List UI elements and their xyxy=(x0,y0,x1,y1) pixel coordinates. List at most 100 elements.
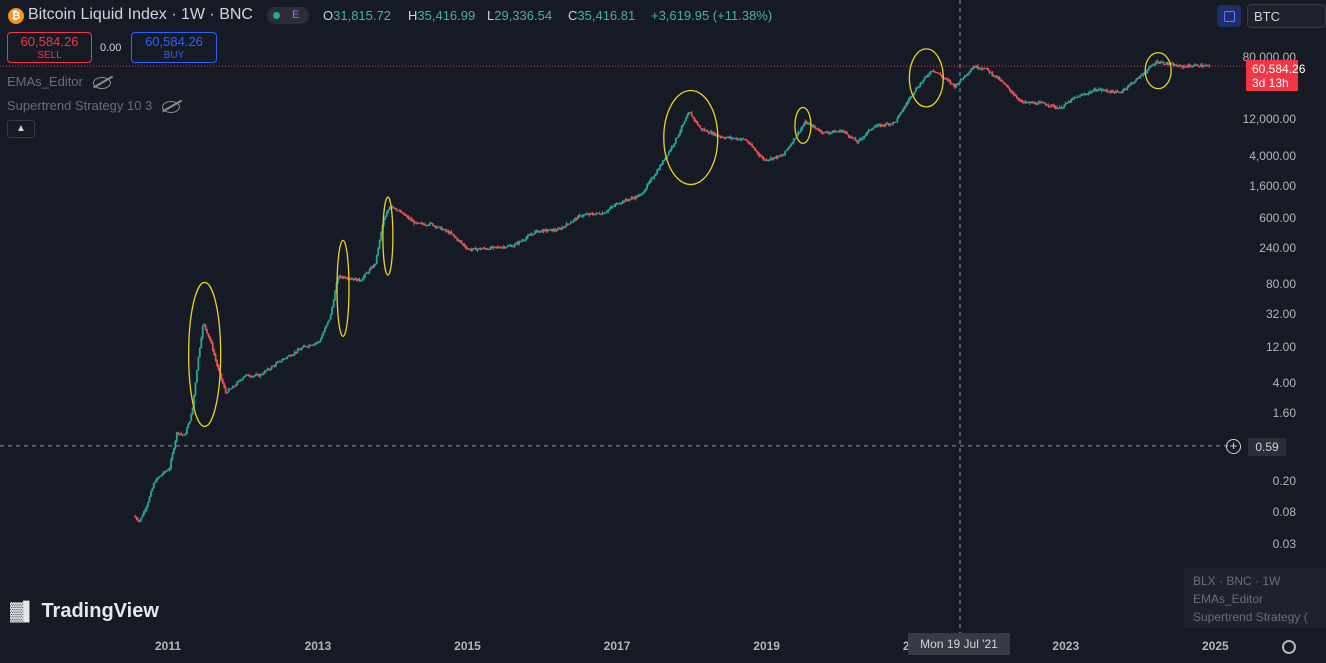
candle-body xyxy=(926,75,929,77)
candle-body xyxy=(246,374,249,376)
buy-price: 60,584.26 xyxy=(145,34,203,49)
candle-body xyxy=(1038,102,1041,104)
compare-button[interactable] xyxy=(1217,5,1241,27)
candle-body xyxy=(955,83,958,88)
price-tick-label: 12,000.00 xyxy=(1242,112,1296,127)
candle-body xyxy=(437,226,440,228)
candle-body xyxy=(651,177,654,179)
candle-body xyxy=(1074,97,1077,99)
candle-body xyxy=(529,234,532,236)
candle-body xyxy=(263,371,266,374)
indicator-supertrend[interactable]: Supertrend Strategy 10 3 xyxy=(7,98,181,113)
candle-body xyxy=(1129,83,1132,85)
candle-body xyxy=(830,132,833,134)
settings-gear-icon[interactable] xyxy=(1282,640,1296,654)
candle-body xyxy=(384,216,387,221)
add-plus-icon[interactable]: + xyxy=(1226,439,1241,454)
candle-body xyxy=(1063,104,1066,108)
hidden-eye-icon[interactable] xyxy=(162,100,181,113)
candle-body xyxy=(807,123,810,125)
candle-body xyxy=(161,474,164,476)
candle-body xyxy=(190,414,193,421)
buy-button[interactable]: 60,584.26 BUY xyxy=(131,32,217,63)
candle-body xyxy=(354,278,357,280)
candle-body xyxy=(949,81,952,84)
candle-body xyxy=(395,209,398,211)
candle-body xyxy=(231,386,234,389)
candle-body xyxy=(1201,64,1204,67)
candle-body xyxy=(643,191,646,194)
candle-body xyxy=(1081,94,1084,96)
tradingview-logo[interactable]: ▓▌ TradingView xyxy=(10,600,159,623)
candle-body xyxy=(1198,66,1201,68)
candle-body xyxy=(1115,91,1117,94)
candle-body xyxy=(460,241,463,244)
price-tick-label: 4,000.00 xyxy=(1249,148,1296,163)
candle-body xyxy=(1168,64,1171,66)
candle-body xyxy=(840,130,843,133)
candle-body xyxy=(247,374,250,377)
symbol-title[interactable]: Bitcoin Liquid Index · 1W · BNC xyxy=(28,6,253,23)
candle-body xyxy=(201,325,204,338)
candle-body xyxy=(496,246,499,248)
candle-body xyxy=(982,68,985,70)
candle-body xyxy=(1191,66,1194,68)
candle-body xyxy=(564,226,567,228)
candle-body xyxy=(997,77,999,79)
candle-body xyxy=(420,223,423,225)
candle-body xyxy=(154,481,157,484)
candle-body xyxy=(1025,102,1028,104)
sell-button[interactable]: 60,584.26 SELL xyxy=(7,32,92,63)
legend-line: Supertrend Strategy ( xyxy=(1193,610,1308,624)
candle-body xyxy=(236,381,239,386)
candle-body xyxy=(772,157,775,160)
candle-body xyxy=(257,374,260,377)
hidden-eye-icon[interactable] xyxy=(92,76,111,89)
candle-body xyxy=(1156,61,1159,63)
candle-body xyxy=(680,126,683,132)
current-price-value: 60,584.26 xyxy=(1252,62,1306,76)
candle-body xyxy=(718,135,720,137)
candle-body xyxy=(811,125,814,127)
candle-body xyxy=(308,344,311,347)
candle-body xyxy=(662,160,664,165)
candle-body xyxy=(1064,102,1067,105)
candle-body xyxy=(470,249,473,251)
candle-body xyxy=(229,388,231,390)
candle-body xyxy=(453,234,456,237)
candle-body xyxy=(1186,64,1189,68)
collapse-indicators-button[interactable]: ▲ xyxy=(7,120,35,138)
candle-body xyxy=(1172,63,1175,67)
candle-body xyxy=(708,132,710,134)
candle-body xyxy=(482,247,485,249)
current-price-tag: 60,584.26 3d 13h xyxy=(1246,60,1306,91)
candle-body xyxy=(657,169,660,171)
candle-body xyxy=(1174,64,1176,67)
indicator-emas-editor[interactable]: EMAs_Editor xyxy=(7,74,111,89)
candle-body xyxy=(469,249,472,251)
candle-body xyxy=(956,83,959,85)
exchange-status-badge[interactable]: E xyxy=(267,7,309,24)
candle-body xyxy=(378,239,381,249)
candle-body xyxy=(1023,101,1025,103)
candle-body xyxy=(462,243,464,245)
candle-body xyxy=(649,180,651,183)
legend-line: EMAs_Editor xyxy=(1193,592,1264,606)
candle-body xyxy=(843,130,846,132)
candle-body xyxy=(610,206,613,209)
candle-body xyxy=(518,241,520,244)
candle-body xyxy=(479,248,482,250)
candle-body xyxy=(808,123,811,125)
candle-body xyxy=(568,223,571,225)
candle-body xyxy=(477,248,480,250)
candle-body xyxy=(324,327,326,332)
candle-body xyxy=(177,432,180,434)
candle-body xyxy=(1046,104,1048,106)
candle-body xyxy=(316,341,319,343)
candle-body xyxy=(473,247,476,249)
symbol-search-input[interactable]: BTC xyxy=(1247,4,1326,28)
price-tick-label: 0.03 xyxy=(1272,536,1296,551)
candle-body xyxy=(824,131,827,133)
candle-body xyxy=(515,242,518,245)
